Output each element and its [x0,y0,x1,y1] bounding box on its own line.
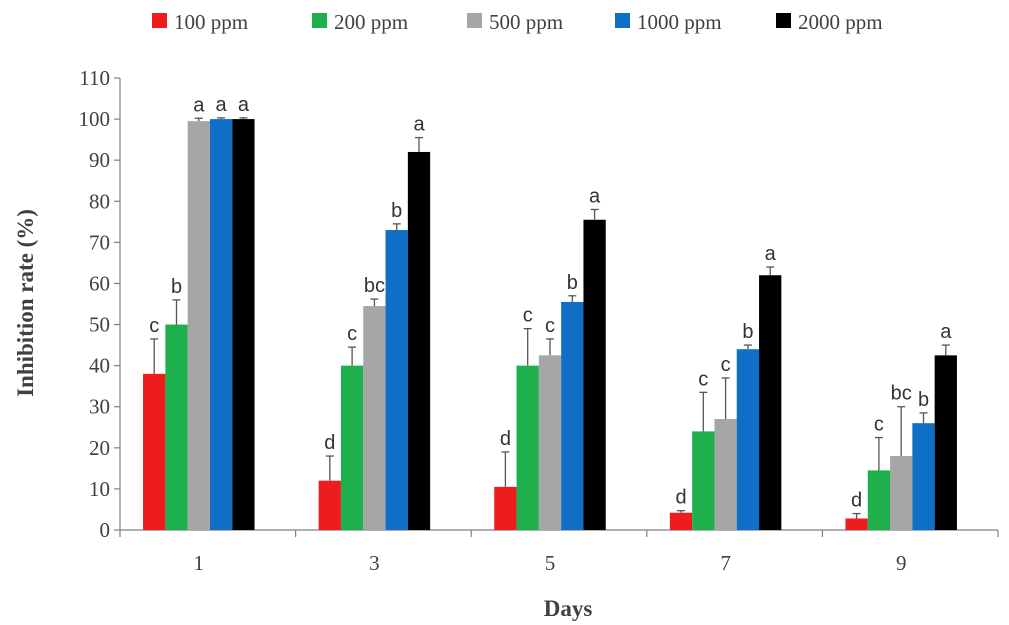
y-tick-label: 0 [100,518,111,542]
bar [209,119,233,530]
bar [759,275,782,530]
y-axis-title: Inhibition rate (%) [13,209,38,397]
legend-item: 100 ppm [152,10,248,34]
significance-label: b [171,276,182,298]
legend-item: 500 ppm [467,10,563,34]
significance-label: d [500,428,511,450]
bar [845,518,868,530]
legend-item: 200 ppm [312,10,408,34]
bar [318,480,341,530]
y-tick-label: 100 [79,107,111,131]
significance-label: c [347,323,357,345]
x-tick-label: 3 [369,551,380,575]
bar [934,355,957,530]
error-bars [150,117,950,519]
bar [561,301,584,530]
y-tick-label: 70 [89,230,110,254]
bars [143,119,957,531]
legend-item: 2000 ppm [776,10,883,34]
bar [340,365,364,530]
y-tick-label: 80 [89,189,110,213]
bar [692,431,715,530]
significance-label: a [413,114,425,136]
legend-swatch [312,13,327,28]
bar [407,151,431,531]
significance-label: a [940,321,952,343]
significance-label: a [589,185,601,207]
x-tick-label: 7 [720,551,731,575]
significance-label: a [216,94,228,116]
significance-label: bc [891,383,912,405]
bar [890,456,913,530]
legend-swatch [776,13,791,28]
bar [538,355,562,530]
legend-label: 1000 ppm [637,10,722,34]
bar [736,349,760,530]
significance-label: a [238,94,250,116]
legend-label: 200 ppm [334,10,408,34]
y-axis: 0 10 20 30 40 50 60 70 80 90 100 110 [79,66,121,542]
legend-label: 100 ppm [174,10,248,34]
y-tick-label: 110 [79,66,110,90]
significance-label: c [149,315,159,337]
bar [516,365,539,530]
x-axis: 1 3 5 7 9 [119,529,999,575]
y-tick-label: 40 [89,354,110,378]
bar [187,121,210,531]
bar [143,373,166,530]
y-tick-label: 50 [89,313,110,337]
y-tick-label: 30 [89,395,110,419]
significance-label: b [742,321,753,343]
y-tick-label: 90 [89,148,110,172]
y-tick-label: 20 [89,436,110,460]
significance-label: c [874,414,884,436]
bar [583,219,606,530]
significance-label: c [545,315,555,337]
significance-label: b [391,200,402,222]
significance-label: d [675,487,686,509]
bar [912,423,935,530]
y-tick-label: 10 [89,477,110,501]
y-tick-label: 60 [89,271,110,295]
significance-label: c [523,305,533,327]
bar [232,119,255,530]
legend-item: 1000 ppm [615,10,722,34]
legend-label: 500 ppm [489,10,563,34]
x-tick-label: 1 [194,551,205,575]
significance-label: bc [364,275,385,297]
significance-label: a [765,243,777,265]
significance-label: b [918,389,929,411]
legend-label: 2000 ppm [798,10,883,34]
bar [363,306,386,530]
legend: 100 ppm 200 ppm 500 ppm 1000 ppm 2000 ppm [152,10,883,34]
bar [867,470,891,530]
significance-label: a [193,94,205,116]
significance-label: c [698,368,708,390]
bar [669,512,693,530]
significance-label: c [721,354,731,376]
legend-swatch [467,13,482,28]
bar [714,419,737,530]
bar [385,230,408,530]
legend-swatch [152,13,167,28]
legend-swatch [615,13,630,28]
bar [494,486,517,530]
significance-label: d [324,432,335,454]
x-axis-title: Days [544,596,593,621]
significance-label: d [851,490,862,512]
bar [165,324,188,530]
significance-label: b [567,272,578,294]
x-tick-label: 9 [896,551,907,575]
x-tick-label: 5 [545,551,556,575]
